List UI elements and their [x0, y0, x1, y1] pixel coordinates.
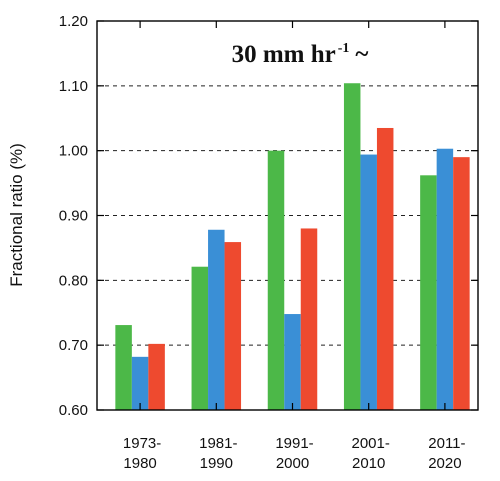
x-tick-label: 1991- [275, 435, 313, 452]
bar [376, 127, 394, 410]
x-tick-label: 2001- [352, 435, 390, 452]
y-tick-label: 0.60 [59, 402, 88, 419]
x-tick-label: 1981- [199, 435, 237, 452]
bar [224, 242, 242, 410]
bar [436, 148, 454, 410]
bar [115, 325, 132, 410]
y-tick-label: 0.90 [59, 208, 88, 225]
chart-title-suffix: ~ [355, 41, 368, 68]
bars [115, 83, 470, 411]
y-tick-label: 1.00 [59, 143, 88, 160]
y-tick-label: 1.10 [59, 78, 88, 95]
bar [343, 83, 361, 411]
bar [131, 356, 149, 410]
y-tick-labels: 0.60 0.70 0.80 0.90 1.00 1.10 1.20 [59, 13, 88, 419]
x-tick-label: 2000 [276, 455, 309, 472]
y-tick-label: 1.20 [59, 13, 88, 30]
y-axis-label: Fractional ratio (%) [7, 143, 26, 287]
bar [453, 157, 470, 410]
bar [148, 343, 165, 410]
x-tick-label: 1973- [123, 435, 161, 452]
bar [300, 228, 318, 410]
x-tick-labels: 1973- 1980 1981- 1990 1991- 2000 2001- 2010 2011… [123, 435, 466, 472]
bar [420, 175, 437, 410]
x-tick-label: 1990 [200, 455, 233, 472]
bar [284, 314, 301, 410]
x-tick-label: 2011- [428, 435, 465, 452]
x-tick-label: 2010 [352, 455, 385, 472]
x-tick-label: 2020 [428, 455, 461, 472]
bar [267, 150, 285, 410]
bar [208, 229, 225, 410]
plot-frame [96, 20, 479, 411]
axes [96, 20, 479, 411]
bar [191, 266, 209, 410]
x-tick-label: 1980 [123, 455, 156, 472]
bar [360, 154, 377, 410]
y-tick-label: 0.80 [59, 272, 88, 289]
chart-title-main: 30 mm hr [232, 41, 336, 68]
chart-title: 30 mm hr -1 ~ [232, 41, 369, 68]
y-tick-label: 0.70 [59, 337, 88, 354]
chart-title-superscript: -1 [338, 41, 350, 56]
